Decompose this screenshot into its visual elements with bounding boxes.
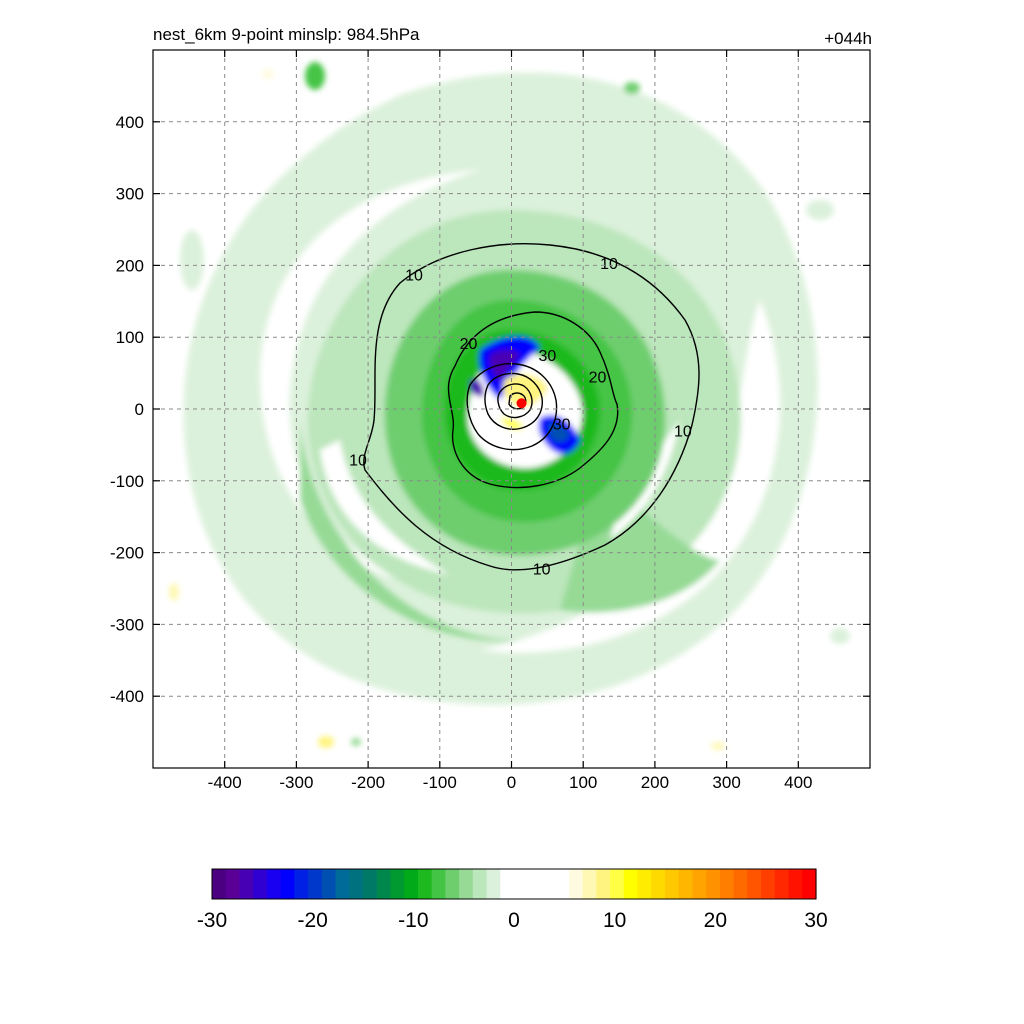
colorbar-swatch (321, 869, 337, 899)
x-tick-label: -400 (208, 773, 242, 792)
contour-label: 30 (553, 416, 571, 433)
colorbar-swatch (225, 869, 241, 899)
colorbar-tick-label: 10 (603, 909, 626, 932)
colorbar-swatch (747, 869, 762, 899)
colorbar-swatch (212, 869, 227, 899)
plot-area: 10 10 10 10 10 20 30 20 30 (153, 50, 870, 768)
colorbar-tick-label: -20 (297, 909, 327, 932)
x-tick-label: -200 (351, 773, 385, 792)
y-tick-label: -100 (110, 472, 144, 491)
x-tick-label: 200 (641, 773, 669, 792)
colorbar-tick-label: -30 (197, 909, 227, 932)
contour-label: 10 (674, 424, 692, 441)
colorbar-swatch (774, 869, 790, 899)
x-tick-label: 400 (784, 773, 812, 792)
y-axis: 400 300 200 100 0 -100 -200 -300 -400 (110, 113, 870, 706)
y-tick-label: -200 (110, 544, 144, 563)
chart-title: nest_6km 9-point minslp: 984.5hPa (153, 25, 420, 44)
contour-30 (484, 372, 543, 430)
colorbar-swatch (376, 869, 392, 899)
colorbar-swatch (651, 869, 666, 899)
colorbar-swatch (349, 869, 364, 899)
y-tick-label: -400 (110, 687, 144, 706)
contour-label: 20 (460, 336, 478, 353)
colorbar-swatch (390, 869, 405, 899)
colorbar-ticks: -30 -20 -10 0 10 20 30 (197, 909, 828, 932)
colorbar (212, 869, 817, 899)
x-tick-label: 0 (507, 773, 516, 792)
x-tick-label: -100 (423, 773, 457, 792)
contour-label: 10 (405, 268, 423, 285)
colorbar-swatch (665, 869, 680, 899)
colorbar-swatch (417, 869, 433, 899)
colorbar-swatch (404, 869, 419, 899)
colorbar-swatch (610, 869, 625, 899)
x-tick-label: 300 (712, 773, 740, 792)
contour-40 (497, 383, 533, 419)
colorbar-swatch (308, 869, 323, 899)
colorbar-swatch (527, 869, 543, 899)
x-tick-label: 100 (569, 773, 597, 792)
y-tick-label: 400 (116, 113, 144, 132)
colorbar-swatch (363, 869, 378, 899)
colorbar-swatch (514, 869, 529, 899)
colorbar-swatch (239, 869, 254, 899)
contour-label: 10 (600, 256, 618, 273)
colorbar-swatch (706, 869, 721, 899)
colorbar-swatch (253, 869, 268, 899)
colorbar-swatch (335, 869, 350, 899)
y-tick-label: 300 (116, 185, 144, 204)
colorbar-swatch (733, 869, 748, 899)
colorbar-swatch (541, 869, 556, 899)
x-tick-label: -300 (279, 773, 313, 792)
storm-center-marker (516, 398, 527, 409)
contour-label: 30 (538, 348, 556, 365)
contour-10 (363, 243, 700, 571)
colorbar-swatch (692, 869, 707, 899)
contour-labels: 10 10 10 10 10 20 30 20 30 (349, 256, 692, 578)
contour-label: 10 (533, 561, 551, 578)
y-tick-label: 100 (116, 328, 144, 347)
colorbar-swatch (555, 869, 570, 899)
colorbar-swatch (431, 869, 446, 899)
colorbar-swatch (472, 869, 488, 899)
colorbar-swatch (802, 869, 817, 899)
colorbar-tick-label: -10 (398, 909, 428, 932)
colorbar-swatch (582, 869, 597, 899)
colorbar-swatch (294, 869, 309, 899)
colorbar-swatch (678, 869, 694, 899)
y-tick-label: 0 (135, 400, 144, 419)
y-tick-label: -300 (110, 615, 144, 634)
colorbar-tick-label: 20 (704, 909, 727, 932)
colorbar-swatch (568, 869, 584, 899)
colorbar-swatch (445, 869, 460, 899)
y-tick-label: 200 (116, 256, 144, 275)
contour-20 (447, 311, 619, 489)
colorbar-tick-label: 0 (508, 909, 520, 932)
colorbar-swatch (623, 869, 639, 899)
colorbar-swatch (500, 869, 515, 899)
filled-contours (169, 62, 850, 750)
colorbar-swatch (788, 869, 803, 899)
colorbar-swatch (761, 869, 776, 899)
contour-label: 20 (589, 370, 607, 387)
colorbar-swatch (280, 869, 295, 899)
colorbar-swatch (486, 869, 501, 899)
x-axis: -400 -300 -200 -100 0 100 200 300 400 (208, 50, 812, 792)
forecast-hour: +044h (824, 29, 872, 48)
colorbar-swatch (596, 869, 611, 899)
colorbar-frame (211, 868, 817, 900)
contour-label: 10 (349, 452, 367, 469)
colorbar-swatch (459, 869, 474, 899)
colorbar-swatch (637, 869, 652, 899)
colorbar-swatch (266, 869, 282, 899)
colorbar-tick-label: 30 (804, 909, 827, 932)
colorbar-swatch (719, 869, 735, 899)
